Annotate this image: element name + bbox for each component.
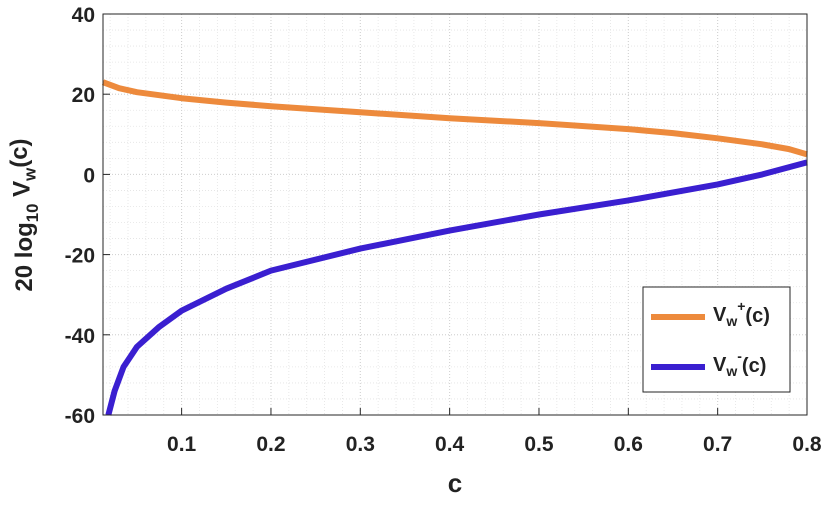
x-tick-label: 0.6 <box>614 433 643 456</box>
legend: Vw​+​(c) Vw​-​(c) <box>642 286 791 393</box>
y-axis-label: 20 log10​ Vw​(c) <box>6 138 42 291</box>
series-line <box>105 159 808 416</box>
series-line <box>101 79 808 158</box>
ticks: 0.1 0.2 0.3 0.4 0.5 0.6 0.7 0.8 -60 -40 -20 0 20 40 <box>65 4 822 456</box>
grid <box>103 13 808 416</box>
y-tick-label: -40 <box>65 325 95 348</box>
y-tick-label: -60 <box>65 405 95 428</box>
x-tick-label: 0.1 <box>167 433 197 456</box>
legend-box <box>642 286 791 393</box>
x-tick-label: 0.4 <box>435 433 465 456</box>
x-tick-label: 0.7 <box>703 433 732 456</box>
x-axis-label: c <box>448 468 462 498</box>
legend-label: Vw​+​(c) <box>713 298 770 329</box>
axes-box <box>102 13 808 416</box>
x-tick-label: 0.2 <box>256 433 285 456</box>
x-tick-label: 0.8 <box>792 433 822 456</box>
legend-label: Vw​-​(c) <box>713 348 766 379</box>
lines <box>101 79 808 416</box>
y-tick-label: 40 <box>72 4 95 27</box>
y-tick-label: 0 <box>83 164 95 187</box>
x-tick-label: 0.3 <box>346 433 375 456</box>
y-tick-label: -20 <box>65 245 95 268</box>
y-tick-label: 20 <box>72 84 95 107</box>
x-tick-label: 0.5 <box>524 433 554 456</box>
